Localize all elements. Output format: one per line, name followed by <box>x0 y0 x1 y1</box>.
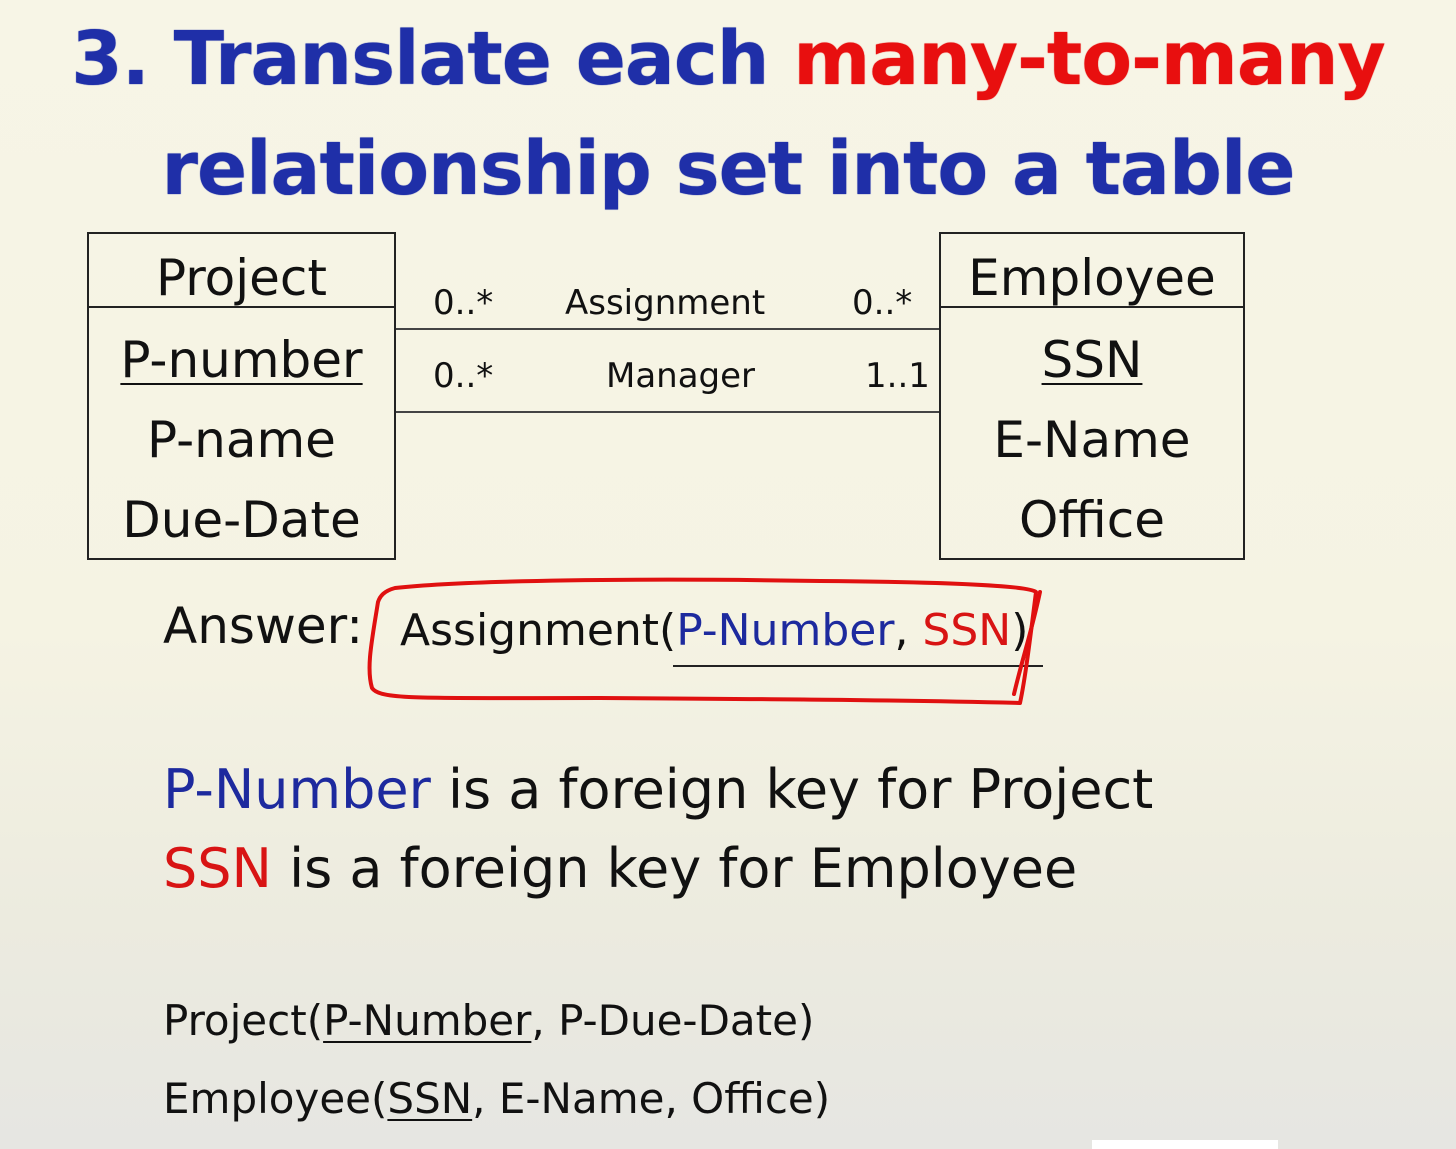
employee-entity-name: Employee <box>941 234 1243 308</box>
manager-relationship-line <box>396 411 939 413</box>
foreign-key-text: is a foreign key for Project <box>430 758 1154 821</box>
project-attribute: P-name <box>147 411 336 469</box>
assignment-relationship-line <box>396 328 939 330</box>
project-table-schema: Project(P-Number, P-Due-Date) <box>163 996 814 1045</box>
project-entity-box: Project P-number P-name Due-Date <box>87 232 396 560</box>
schema-table-name: Employee( <box>163 1074 388 1123</box>
employee-key-attribute: SSN <box>1041 331 1143 389</box>
manager-right-multiplicity: 1..1 <box>865 356 930 396</box>
employee-entity-box: Employee SSN E-Name Office <box>939 232 1245 560</box>
employee-table-schema: Employee(SSN, E-Name, Office) <box>163 1074 830 1123</box>
answer-relation-schema: Assignment(P-Number, SSN) <box>400 605 1028 656</box>
schema-table-name: Project( <box>163 996 324 1045</box>
answer-table-name: Assignment( <box>400 605 677 656</box>
project-attribute: Due-Date <box>122 491 361 549</box>
slide-title-line-2: relationship set into a table <box>161 126 1296 212</box>
white-patch <box>1092 1140 1278 1149</box>
foreign-key-name: SSN <box>163 837 272 900</box>
answer-key-p-number: P-Number <box>676 605 895 656</box>
manager-relationship-name: Manager <box>606 356 756 396</box>
answer-separator: , <box>894 605 923 656</box>
foreign-key-statement: P-Number is a foreign key for Project <box>163 758 1153 821</box>
answer-key-ssn: SSN <box>922 605 1012 656</box>
schema-primary-key: SSN <box>387 1074 473 1123</box>
foreign-key-statement: SSN is a foreign key for Employee <box>163 837 1077 900</box>
answer-key-underline <box>673 665 1043 667</box>
schema-other-attributes: , E-Name, Office) <box>472 1074 831 1123</box>
title-text: 3. Translate each <box>71 16 769 102</box>
project-key-attribute: P-number <box>120 331 363 389</box>
slide-title-line-1: 3. Translate each many-to-many <box>0 16 1456 102</box>
answer-label: Answer: <box>163 597 364 655</box>
foreign-key-name: P-Number <box>163 758 431 821</box>
manager-left-multiplicity: 0..* <box>433 356 494 396</box>
schema-primary-key: P-Number <box>323 996 532 1045</box>
assignment-left-multiplicity: 0..* <box>433 283 494 323</box>
employee-attribute: E-Name <box>993 411 1191 469</box>
project-entity-name: Project <box>89 234 394 308</box>
employee-attribute: Office <box>1019 491 1165 549</box>
assignment-relationship-name: Assignment <box>565 283 766 323</box>
answer-close-paren: ) <box>1011 605 1029 656</box>
assignment-right-multiplicity: 0..* <box>852 283 913 323</box>
schema-other-attributes: , P-Due-Date) <box>531 996 815 1045</box>
foreign-key-text: is a foreign key for Employee <box>271 837 1078 900</box>
title-highlight: many-to-many <box>793 16 1386 102</box>
